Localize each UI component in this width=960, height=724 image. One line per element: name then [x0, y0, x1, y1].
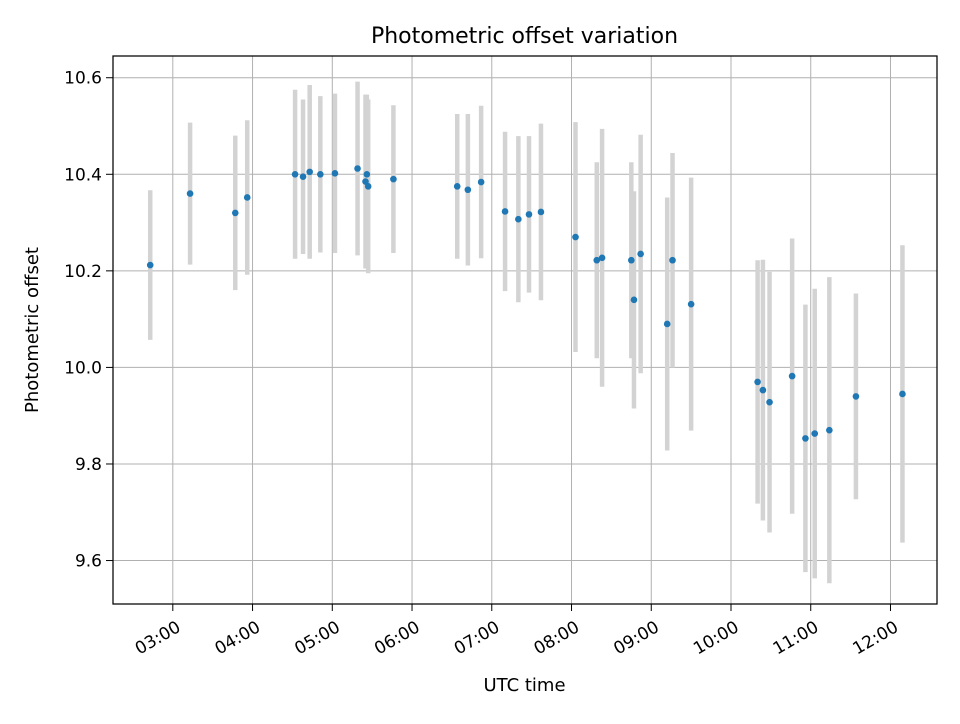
data-point [766, 398, 773, 406]
data-point [572, 233, 579, 241]
y-axis-label: Photometric offset [22, 247, 43, 413]
data-point [826, 426, 833, 434]
y-tick-label: 10.0 [64, 358, 102, 378]
data-point [630, 296, 638, 304]
data-point [453, 183, 461, 190]
data-point [299, 173, 307, 181]
data-point [364, 183, 372, 190]
data-point [852, 393, 860, 400]
data-point [291, 170, 299, 178]
data-point [306, 168, 313, 176]
y-tick-label: 9.8 [75, 455, 102, 475]
data-point [811, 430, 819, 437]
data-point [598, 254, 606, 262]
x-axis-label: UTC time [483, 675, 565, 696]
data-point [354, 165, 361, 172]
data-point [231, 209, 239, 217]
y-axis: 9.6 9.8 10.0 10.2 10.4 10.6 [64, 69, 113, 572]
data-point [537, 208, 545, 216]
data-point [637, 250, 644, 258]
y-tick-label: 10.2 [64, 262, 102, 282]
data-point [146, 261, 154, 269]
data-point [669, 256, 676, 264]
data-point [687, 300, 695, 308]
data-point [593, 256, 601, 264]
y-tick-label: 10.4 [64, 165, 102, 185]
data-point [525, 211, 533, 218]
data-point [788, 372, 796, 380]
data-points [146, 165, 906, 442]
data-point [362, 178, 369, 185]
data-point [186, 190, 194, 197]
data-point [899, 390, 906, 398]
data-point [243, 194, 251, 201]
plot-frame [112, 55, 938, 605]
data-point [331, 170, 339, 177]
data-point [663, 320, 671, 328]
data-point [628, 256, 635, 264]
data-point [515, 215, 522, 223]
chart-title: Photometric offset variation [371, 24, 678, 49]
y-tick-label: 9.6 [75, 552, 102, 572]
data-point [390, 175, 397, 183]
data-point [317, 170, 324, 178]
data-point [759, 386, 767, 394]
data-point [754, 378, 761, 386]
y-tick-label: 10.6 [64, 69, 102, 89]
grid [113, 56, 937, 604]
data-point [464, 186, 472, 194]
data-point [802, 435, 809, 442]
data-point [501, 208, 509, 215]
data-point [477, 178, 485, 186]
data-point [363, 170, 371, 178]
